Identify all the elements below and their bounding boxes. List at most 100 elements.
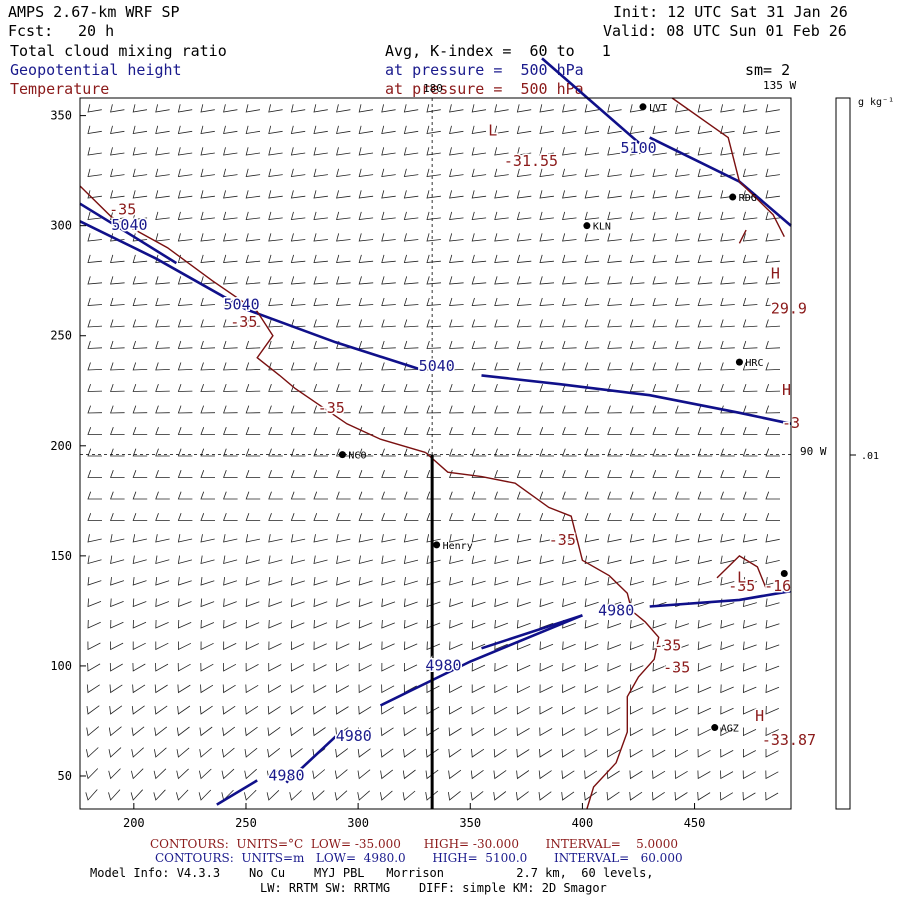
wind-barb xyxy=(449,254,464,263)
height-contour xyxy=(481,614,583,650)
wind-barb xyxy=(358,297,374,306)
wind-barb xyxy=(539,662,553,672)
wind-barb xyxy=(652,534,667,543)
wind-barb xyxy=(720,254,735,263)
field-geopotential: Geopotential height xyxy=(10,61,182,79)
wind-barb xyxy=(494,534,509,543)
wind-barb xyxy=(652,125,667,134)
wind-barb xyxy=(223,641,237,651)
wind-barb xyxy=(313,362,329,371)
wind-barb xyxy=(381,598,396,608)
wind-barb xyxy=(268,362,283,371)
wind-barb xyxy=(200,619,215,629)
wind-barb xyxy=(245,276,261,285)
wind-barb xyxy=(381,340,396,349)
wind-barb xyxy=(720,748,734,758)
wind-barb xyxy=(358,513,374,521)
wind-barb xyxy=(358,254,374,263)
wind-barb xyxy=(697,383,713,392)
wind-barb xyxy=(358,705,372,715)
wind-barb xyxy=(223,555,238,565)
wind-barb xyxy=(607,513,622,521)
temperature-label: -31.55 xyxy=(504,152,558,170)
wind-barb xyxy=(449,684,463,694)
station-marker xyxy=(583,222,591,230)
wind-barb xyxy=(697,598,712,608)
wind-barb xyxy=(200,297,216,306)
wind-barb xyxy=(312,727,326,737)
wind-barb xyxy=(697,340,713,349)
wind-barb xyxy=(110,427,125,435)
footer-model-info: Model Info: V4.3.3 No Cu MYJ PBL Morriso… xyxy=(90,866,654,880)
wind-barb xyxy=(266,790,280,801)
wind-barb xyxy=(449,340,464,349)
wind-barb xyxy=(539,427,554,435)
wind-barb xyxy=(381,104,396,113)
wind-barb xyxy=(562,405,577,414)
wind-barb xyxy=(765,147,780,156)
station-label: HRC xyxy=(745,358,763,369)
wind-barb xyxy=(110,254,125,263)
wind-barb xyxy=(697,748,711,758)
wind-barb xyxy=(381,470,396,478)
wind-barb xyxy=(268,168,283,177)
wind-barb xyxy=(742,319,758,328)
wind-barb xyxy=(426,619,441,629)
wind-barb xyxy=(516,405,532,414)
wind-barb xyxy=(426,147,441,156)
wind-barb xyxy=(403,297,419,306)
wind-barb xyxy=(584,125,600,134)
wind-barb xyxy=(584,297,600,306)
wind-barb xyxy=(471,470,487,478)
wind-barb xyxy=(132,619,147,629)
wind-barb xyxy=(449,319,464,328)
wind-barb xyxy=(110,276,125,285)
wind-barb xyxy=(494,319,509,328)
station-label: Henry xyxy=(443,541,473,552)
wind-barb xyxy=(313,125,328,134)
wind-barb xyxy=(200,125,215,134)
wind-barb xyxy=(403,727,417,737)
wind-barb xyxy=(177,104,193,113)
wind-barb xyxy=(607,340,622,349)
wind-barb xyxy=(471,383,487,392)
wind-barb xyxy=(245,555,260,565)
temperature-label: -35 xyxy=(318,399,345,417)
wind-barb xyxy=(675,362,690,371)
wind-barb xyxy=(403,513,419,521)
wind-barb xyxy=(223,534,238,543)
wind-barb xyxy=(516,190,532,199)
wind-barb xyxy=(381,190,396,199)
wind-barb xyxy=(87,104,102,113)
wind-barb xyxy=(539,598,554,608)
wind-barb xyxy=(539,470,554,478)
wind-barb xyxy=(720,168,735,177)
wind-barb xyxy=(177,383,193,392)
map-frame xyxy=(79,97,792,810)
wind-barb xyxy=(155,190,170,199)
wind-barb xyxy=(562,470,577,478)
wind-barb xyxy=(381,448,396,457)
temperature-label: -35 xyxy=(549,531,576,549)
wind-barb xyxy=(765,276,781,285)
wind-barb xyxy=(539,727,553,737)
wind-barb xyxy=(448,790,461,801)
wind-barb xyxy=(449,211,464,220)
wind-barb xyxy=(403,598,418,608)
wind-barb xyxy=(290,168,306,177)
wind-barb xyxy=(607,470,622,478)
wind-barb xyxy=(449,276,464,285)
wind-barb xyxy=(449,534,464,543)
wind-barb xyxy=(607,534,622,543)
wind-barb xyxy=(584,470,600,478)
wind-barb xyxy=(132,319,148,328)
wind-barb xyxy=(200,362,216,371)
wind-barb xyxy=(471,147,487,156)
wind-barb xyxy=(607,125,622,134)
wind-barb xyxy=(313,254,328,263)
wind-barb xyxy=(223,362,238,371)
wind-barb xyxy=(652,362,668,371)
wind-barb xyxy=(108,747,122,758)
station-label: NCO xyxy=(348,451,366,462)
wind-barb xyxy=(562,448,577,457)
